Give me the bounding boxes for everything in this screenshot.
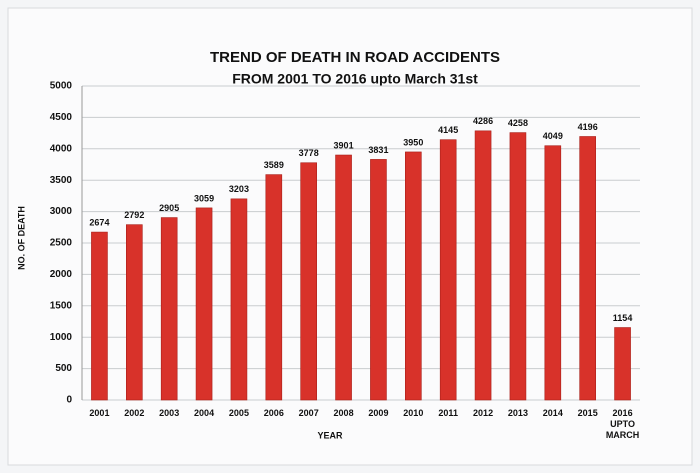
data-label: 4286	[473, 116, 493, 126]
y-tick-label: 2000	[50, 269, 73, 280]
bar	[195, 207, 213, 401]
chart-subtitle: FROM 2001 TO 2016 upto March 31st	[232, 71, 478, 87]
data-label: 4258	[508, 118, 528, 128]
x-tick-label: 2014	[542, 408, 563, 418]
data-label: 3950	[403, 137, 423, 147]
bar	[230, 198, 248, 401]
data-label: 2792	[124, 210, 144, 220]
x-tick-label: 2001	[89, 408, 110, 418]
x-tick-label: 2002	[124, 408, 145, 418]
bar	[579, 136, 596, 401]
x-tick-label: 2007	[298, 408, 319, 418]
y-tick-label: 4500	[50, 112, 73, 123]
x-tick-label: 2010	[403, 408, 424, 418]
bar	[265, 174, 283, 401]
bar	[614, 327, 631, 401]
x-tick-label: 2015	[577, 408, 598, 418]
bar	[300, 162, 317, 401]
data-label: 3059	[194, 193, 214, 203]
bar	[126, 224, 143, 401]
y-tick-label: 1500	[50, 300, 73, 311]
bar	[91, 231, 108, 401]
data-label: 3778	[299, 148, 319, 158]
x-tick-label: 2012	[473, 408, 494, 418]
x-tick-label: 2003	[159, 408, 180, 418]
bar	[370, 159, 387, 401]
y-tick-label: 5000	[50, 81, 73, 92]
bar	[405, 151, 422, 401]
data-label: 4196	[578, 122, 598, 132]
y-tick-label: 3500	[50, 175, 73, 186]
x-tick-label: 2006	[263, 408, 284, 418]
bar	[544, 145, 562, 401]
y-tick-label: 4000	[50, 143, 73, 154]
bar	[474, 130, 492, 401]
data-label: 2674	[89, 217, 109, 227]
chart-title: TREND OF DEATH IN ROAD ACCIDENTS	[210, 49, 500, 66]
data-label: 2905	[159, 203, 179, 213]
y-tick-label: 2500	[50, 238, 73, 249]
x-tick-label: 2008	[333, 408, 354, 418]
data-label: 4145	[438, 125, 458, 135]
x-tick-label: 2004	[194, 408, 215, 418]
x-tick-label: 2016 UPTO MARCH	[605, 408, 640, 440]
x-axis-label: YEAR	[317, 430, 343, 440]
data-label: 3831	[368, 145, 388, 155]
x-tick-label: 2011	[438, 408, 458, 418]
data-label: 3901	[334, 140, 354, 150]
y-axis-label: NO. OF DEATH	[16, 206, 26, 270]
bar	[160, 217, 178, 401]
y-tick-label: 500	[55, 363, 72, 374]
data-label: 3589	[264, 160, 284, 170]
y-tick-label: 1000	[50, 332, 73, 343]
y-tick-label: 3000	[50, 206, 73, 217]
bar	[335, 154, 352, 401]
data-label: 3203	[229, 184, 249, 194]
data-label: 4049	[543, 131, 563, 141]
y-tick-label: 0	[66, 395, 72, 406]
data-label: 1154	[613, 313, 633, 323]
x-tick-label: 2005	[228, 408, 249, 418]
bar	[439, 139, 457, 401]
x-tick-label: 2013	[507, 408, 528, 418]
x-tick-label: 2009	[368, 408, 389, 418]
bar	[509, 132, 527, 401]
